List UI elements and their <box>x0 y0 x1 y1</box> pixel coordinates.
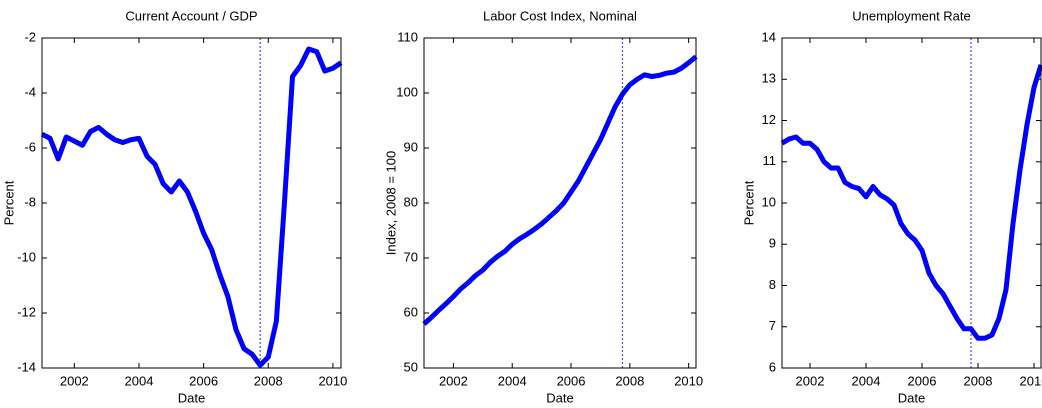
y-tick-label: 6 <box>769 359 776 374</box>
y-axis-label: Percent <box>741 180 756 225</box>
y-tick-label: 60 <box>404 304 418 319</box>
x-axis-label: Date <box>178 390 205 405</box>
x-tick-label: 2004 <box>498 373 527 388</box>
y-tick-label: 9 <box>769 236 776 251</box>
x-tick-label: 2002 <box>439 373 468 388</box>
y-tick-label: 7 <box>769 318 776 333</box>
x-tick-label: 2004 <box>125 373 154 388</box>
plot-frame <box>41 37 342 369</box>
y-tick-label: 13 <box>762 71 776 86</box>
data-line <box>40 46 343 368</box>
x-tick-label: 2010 <box>1020 373 1042 388</box>
panel-title: Current Account / GDP <box>125 8 257 23</box>
panel-title: Labor Cost Index, Nominal <box>483 8 637 23</box>
y-tick-label: -14 <box>17 359 36 374</box>
y-tick-label: -2 <box>24 29 36 44</box>
y-tick-label: 90 <box>404 139 418 154</box>
panel: Current Account / GDP Date Percent -14 -12 -1… <box>1 8 347 405</box>
x-tick-label: 2006 <box>189 373 218 388</box>
y-axis-label: Percent <box>1 180 16 225</box>
x-tick-label: 2006 <box>908 373 937 388</box>
y-tick-label: -8 <box>24 194 36 209</box>
data-line <box>780 64 1042 341</box>
y-tick-label: 10 <box>762 194 776 209</box>
y-tick-label: 100 <box>396 84 418 99</box>
x-tick-label: 2008 <box>964 373 993 388</box>
x-tick-label: 2010 <box>318 373 347 388</box>
panel-title: Unemployment Rate <box>852 8 971 23</box>
data-line <box>422 54 698 326</box>
x-axis-label: Date <box>898 390 925 405</box>
y-tick-label: 11 <box>763 153 777 168</box>
y-tick-label: -12 <box>17 304 36 319</box>
x-tick-label: 2010 <box>674 373 703 388</box>
plot-frame <box>781 37 1042 369</box>
y-tick-label: 12 <box>762 112 776 127</box>
y-tick-label: -6 <box>24 139 36 154</box>
y-tick-label: 8 <box>769 277 776 292</box>
x-tick-label: 2002 <box>796 373 825 388</box>
x-axis-label: Date <box>546 390 573 405</box>
panel: Labor Cost Index, Nominal Date Index, 2008… <box>383 8 703 405</box>
panel: Unemployment Rate Date Percent 6 7 8 9 10 11 12 13… <box>741 8 1042 405</box>
x-tick-label: 2008 <box>254 373 283 388</box>
y-tick-label: 80 <box>404 194 418 209</box>
y-tick-label: 50 <box>404 359 418 374</box>
y-tick-label: 70 <box>404 249 418 264</box>
x-tick-label: 2008 <box>615 373 644 388</box>
y-tick-label: 110 <box>397 29 418 44</box>
x-tick-label: 2002 <box>60 373 89 388</box>
y-axis-label: Index, 2008 = 100 <box>383 151 398 255</box>
x-tick-label: 2004 <box>852 373 881 388</box>
plot-frame <box>423 37 697 369</box>
y-tick-label: 14 <box>762 29 776 44</box>
x-tick-label: 2006 <box>557 373 586 388</box>
y-tick-label: -4 <box>24 84 36 99</box>
y-tick-label: -10 <box>17 249 36 264</box>
